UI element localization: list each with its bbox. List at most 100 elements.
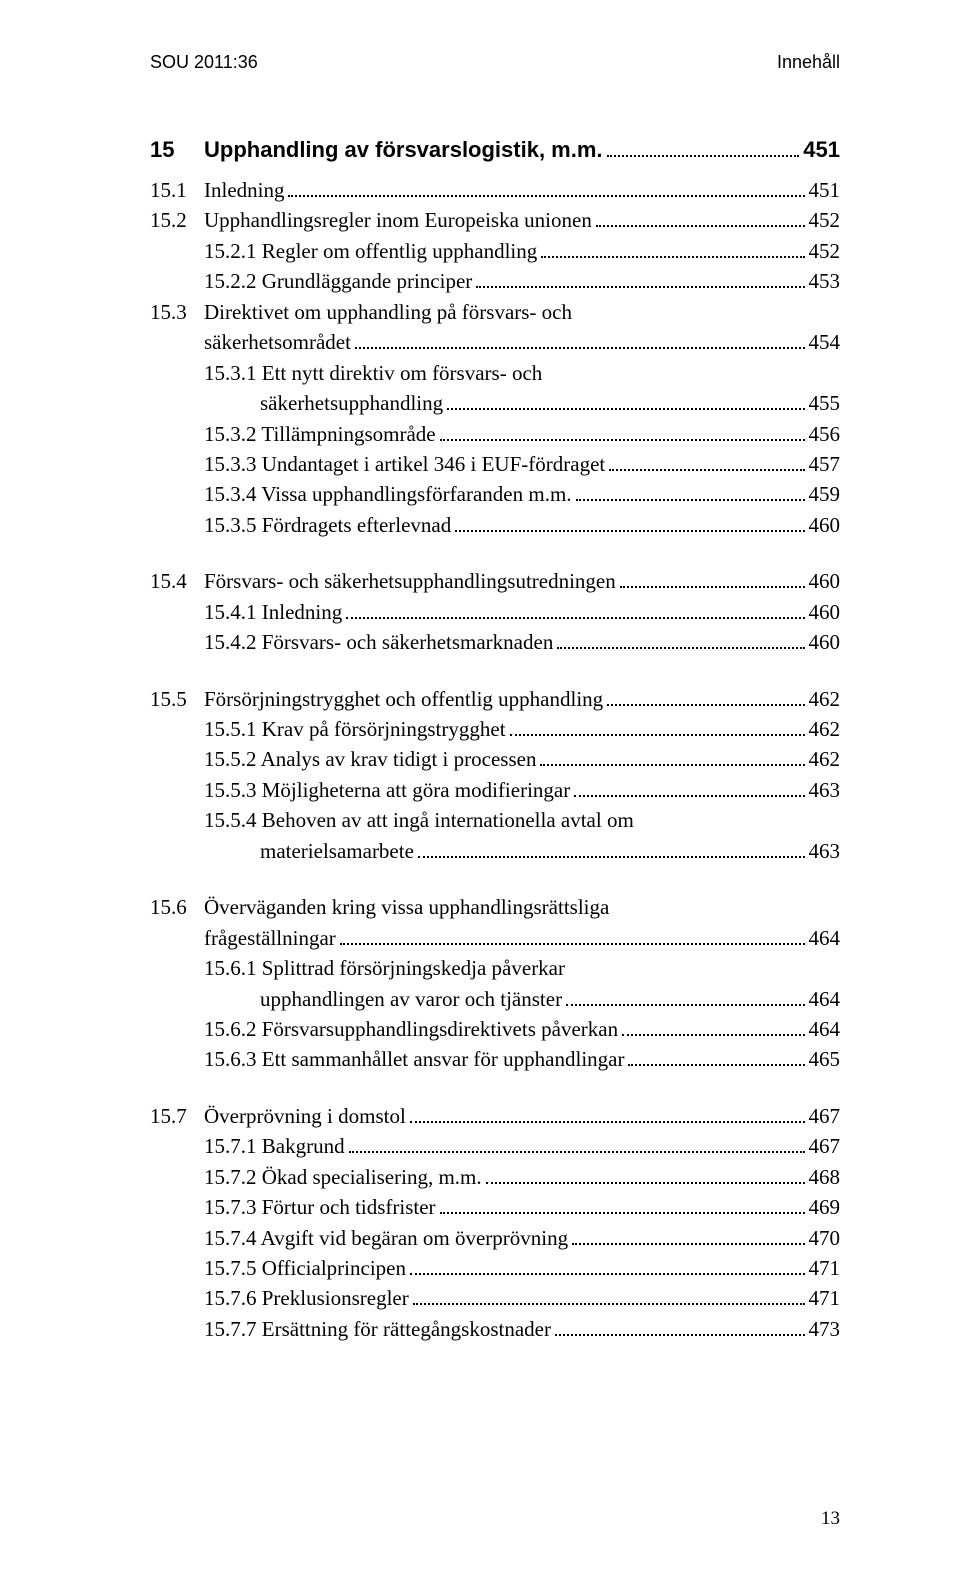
toc-section-number: 15.4 [150,566,204,596]
toc-block: 15.7Överprövning i domstol46715.7.1 Bakg… [150,1101,840,1345]
leader-dots [440,439,805,441]
toc-entry: 15.5.4 Behoven av att ingå internationel… [150,805,840,835]
toc-page: 455 [809,388,841,418]
toc-entry-text: Överväganden kring vissa upphandlingsrät… [204,892,609,922]
leader-dots [413,1303,805,1305]
toc-page: 462 [809,684,841,714]
toc-entry-text: 15.3.2 Tillämpningsområde [204,419,436,449]
leader-dots [410,1273,805,1275]
toc-page: 460 [809,566,841,596]
leader-dots [620,586,805,588]
leader-dots [455,530,804,532]
leader-dots [628,1064,804,1066]
toc-entry: 15.3.3 Undantaget i artikel 346 i EUF-fö… [150,449,840,479]
toc-entry-text: Inledning [204,175,284,205]
toc-entry: 15.7.1 Bakgrund 467 [150,1131,840,1161]
leader-dots [418,856,805,858]
toc-entry-text: upphandlingen av varor och tjänster [260,984,562,1014]
toc-page: 467 [809,1101,841,1131]
toc-entry: 15.4.2 Försvars- och säkerhetsmarknaden 4… [150,627,840,657]
leader-dots [410,1121,805,1123]
leader-dots [340,943,805,945]
toc-page: 471 [809,1253,841,1283]
toc-page: 463 [809,775,841,805]
toc-entry: 15.5.1 Krav på försörjningstrygghet462 [150,714,840,744]
toc-entry-text: 15.2.2 Grundläggande principer [204,266,472,296]
toc-entry: 15.7.3 Förtur och tidsfrister 469 [150,1192,840,1222]
toc-entry: 15.2Upphandlingsregler inom Europeiska u… [150,205,840,235]
toc-entry-text: 15.7.3 Förtur och tidsfrister [204,1192,436,1222]
toc-entry: 15.5.3 Möjligheterna att göra modifierin… [150,775,840,805]
toc-entry: 15.3.2 Tillämpningsområde 456 [150,419,840,449]
toc-entry: materielsamarbete463 [150,836,840,866]
leader-dots [440,1212,805,1214]
toc-entry-text: 15.3.3 Undantaget i artikel 346 i EUF-fö… [204,449,605,479]
toc-section-number: 15.1 [150,175,204,205]
toc-page: 459 [809,479,841,509]
toc-entry-text: frågeställningar [204,923,336,953]
leader-dots [476,286,804,288]
toc-page: 462 [809,714,841,744]
toc-entry: säkerhetsområdet454 [150,327,840,357]
toc-page: 452 [809,236,841,266]
leader-dots [557,647,804,649]
toc-block: 15.1Inledning45115.2Upphandlingsregler i… [150,175,840,540]
chapter-number: 15 [150,137,204,163]
toc-entry: 15.5.2 Analys av krav tidigt i processen… [150,744,840,774]
page-header: SOU 2011:36 Innehåll [150,52,840,73]
toc-entry-text: 15.4.2 Försvars- och säkerhetsmarknaden [204,627,553,657]
leader-dots [540,764,804,766]
toc-entry-text: Direktivet om upphandling på försvars- o… [204,297,572,327]
toc-entry: 15.4Försvars- och säkerhetsupphandlingsu… [150,566,840,596]
chapter-title-text: Upphandling av försvarslogistik, m.m. [204,137,603,163]
toc-page: 468 [809,1162,841,1192]
toc-page: 452 [809,205,841,235]
toc-entry-text: 15.4.1 Inledning [204,597,342,627]
chapter-page: 451 [803,137,840,163]
toc-entry-text: 15.6.1 Splittrad försörjningskedja påver… [204,953,565,983]
toc-entry-text: säkerhetsupphandling [260,388,443,418]
toc-entry: 15.7.7 Ersättning för rättegångskostnade… [150,1314,840,1344]
toc-page: 467 [809,1131,841,1161]
leader-dots [574,795,804,797]
toc-entry-text: 15.7.1 Bakgrund [204,1131,345,1161]
toc-page: 463 [809,836,841,866]
toc-block: 15.5Försörjningstrygghet och offentlig u… [150,684,840,867]
header-left: SOU 2011:36 [150,52,258,73]
toc-page: 465 [809,1044,841,1074]
toc-page: 460 [809,510,841,540]
toc-entry-text: 15.3.5 Fördragets efterlevnad [204,510,451,540]
toc-entry-text: Upphandlingsregler inom Europeiska union… [204,205,592,235]
leader-dots [541,256,804,258]
page-number: 13 [821,1508,840,1530]
toc-page: 456 [809,419,841,449]
toc-page: 460 [809,597,841,627]
toc-entry-text: 15.6.2 Försvarsupphandlingsdirektivets p… [204,1014,618,1044]
toc-entry-text: säkerhetsområdet [204,327,351,357]
toc-entry-text: Försvars- och säkerhetsupphandlingsutred… [204,566,616,596]
toc-section-number: 15.2 [150,205,204,235]
toc-section-number: 15.6 [150,892,204,922]
toc-section-number: 15.7 [150,1101,204,1131]
toc-page: 469 [809,1192,841,1222]
leader-dots [596,225,805,227]
toc-page: 470 [809,1223,841,1253]
toc-entry: 15.6.3 Ett sammanhållet ansvar för uppha… [150,1044,840,1074]
leader-dots [555,1334,805,1336]
toc-entry-text: 15.3.1 Ett nytt direktiv om försvars- oc… [204,358,542,388]
toc-page: 453 [809,266,841,296]
toc-page: 464 [809,923,841,953]
toc-entry: 15.6.2 Försvarsupphandlingsdirektivets p… [150,1014,840,1044]
toc-page: 460 [809,627,841,657]
toc-entry: 15.7.6 Preklusionsregler471 [150,1283,840,1313]
toc-section-number: 15.3 [150,297,204,327]
leader-dots [486,1182,805,1184]
leader-dots [346,617,804,619]
leader-dots [288,195,804,197]
page-container: SOU 2011:36 Innehåll 15 Upphandling av f… [0,0,960,1430]
table-of-contents: 15.1Inledning45115.2Upphandlingsregler i… [150,175,840,1344]
leader-dots [349,1151,805,1153]
toc-entry-text: 15.7.5 Officialprincipen [204,1253,406,1283]
leader-dots [609,469,804,471]
toc-block: 15.4Försvars- och säkerhetsupphandlingsu… [150,566,840,657]
